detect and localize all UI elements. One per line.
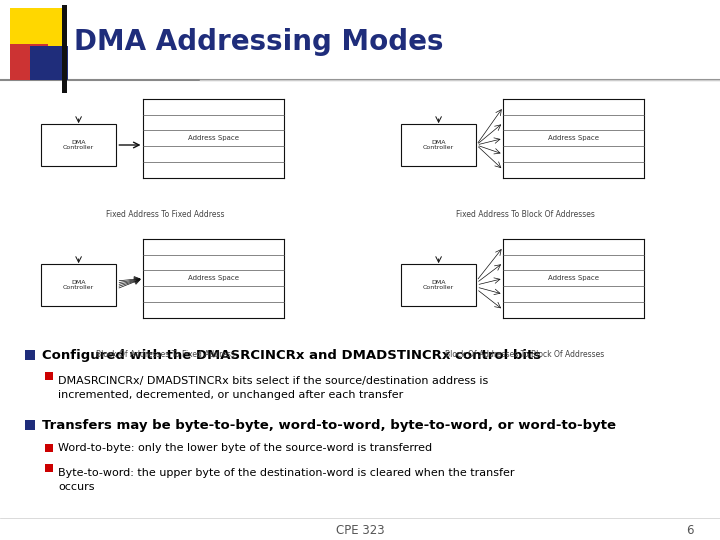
Bar	[41, 124, 117, 166]
Text: Address Space: Address Space	[188, 275, 239, 281]
Text: Block Of Addresses To Block Of Addresses: Block Of Addresses To Block Of Addresses	[446, 350, 605, 359]
Text: Fixed Address To Block Of Addresses: Fixed Address To Block Of Addresses	[456, 210, 595, 219]
Text: DMA Addressing Modes: DMA Addressing Modes	[74, 28, 444, 56]
Text: DMA
Controller: DMA Controller	[423, 140, 454, 151]
Bar	[10, 8, 62, 56]
Text: DMA
Controller: DMA Controller	[63, 280, 94, 291]
Text: Address Space: Address Space	[548, 275, 599, 281]
Bar	[62, 5, 67, 93]
Text: Byte-to-word: the upper byte of the destination-word is cleared when the transfe: Byte-to-word: the upper byte of the dest…	[58, 468, 515, 492]
Text: Address Space: Address Space	[548, 136, 599, 141]
Bar	[401, 264, 477, 306]
Bar	[25, 420, 35, 430]
Bar	[45, 464, 53, 472]
Bar	[30, 46, 68, 80]
Text: 6: 6	[686, 523, 694, 537]
Bar	[45, 372, 53, 380]
Bar	[41, 264, 117, 306]
Text: Word-to-byte: only the lower byte of the source-word is transferred: Word-to-byte: only the lower byte of the…	[58, 443, 432, 453]
Bar	[45, 444, 53, 452]
Text: Block Of Addresses To Fixed Address: Block Of Addresses To Fixed Address	[96, 350, 235, 359]
Text: DMASRCINCRx/ DMADSTINCRx bits select if the source/destination address is
increm: DMASRCINCRx/ DMADSTINCRx bits select if …	[58, 376, 488, 400]
Text: Configured with the DMASRCINCRx and DMADSTINCRx control bits: Configured with the DMASRCINCRx and DMAD…	[42, 349, 541, 362]
Text: DMA
Controller: DMA Controller	[63, 140, 94, 151]
Bar	[25, 350, 35, 360]
Text: CPE 323: CPE 323	[336, 523, 384, 537]
Text: Transfers may be byte-to-byte, word-to-word, byte-to-word, or word-to-byte: Transfers may be byte-to-byte, word-to-w…	[42, 420, 616, 433]
Bar	[401, 124, 477, 166]
Bar	[10, 44, 48, 80]
Text: Fixed Address To Fixed Address: Fixed Address To Fixed Address	[106, 210, 224, 219]
Text: DMA
Controller: DMA Controller	[423, 280, 454, 291]
Text: Address Space: Address Space	[188, 136, 239, 141]
